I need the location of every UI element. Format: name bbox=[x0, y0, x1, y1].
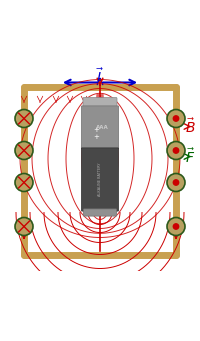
FancyBboxPatch shape bbox=[83, 98, 117, 107]
Circle shape bbox=[15, 218, 33, 236]
FancyBboxPatch shape bbox=[83, 209, 117, 216]
Circle shape bbox=[15, 109, 33, 128]
FancyBboxPatch shape bbox=[81, 148, 119, 211]
Text: AAA: AAA bbox=[96, 125, 108, 130]
Circle shape bbox=[173, 116, 179, 121]
Circle shape bbox=[173, 148, 179, 153]
Circle shape bbox=[173, 224, 179, 229]
Circle shape bbox=[167, 142, 185, 160]
Text: $\vec{B}$: $\vec{B}$ bbox=[185, 117, 195, 136]
Circle shape bbox=[15, 174, 33, 192]
Circle shape bbox=[167, 174, 185, 192]
Text: +
+: + + bbox=[93, 127, 99, 140]
Circle shape bbox=[15, 142, 33, 160]
Circle shape bbox=[167, 218, 185, 236]
Circle shape bbox=[167, 109, 185, 128]
Text: $\vec{I}$: $\vec{I}$ bbox=[96, 67, 104, 86]
FancyBboxPatch shape bbox=[81, 106, 119, 149]
Circle shape bbox=[173, 180, 179, 185]
Text: $\vec{F}$: $\vec{F}$ bbox=[185, 147, 195, 166]
Text: ALKALINE BATTERY: ALKALINE BATTERY bbox=[98, 163, 102, 196]
